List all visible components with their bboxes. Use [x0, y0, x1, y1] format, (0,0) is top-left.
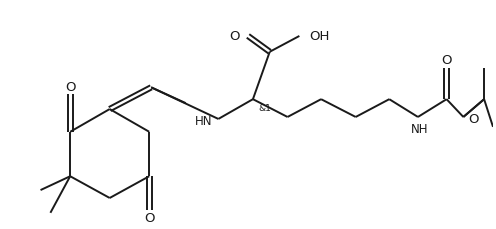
- Text: O: O: [65, 80, 75, 93]
- Text: O: O: [441, 54, 452, 67]
- Text: &1: &1: [259, 103, 272, 112]
- Text: O: O: [468, 113, 479, 126]
- Text: OH: OH: [309, 30, 330, 43]
- Text: NH: NH: [411, 123, 429, 136]
- Text: O: O: [144, 211, 154, 224]
- Text: HN: HN: [195, 115, 212, 128]
- Text: O: O: [230, 30, 240, 43]
